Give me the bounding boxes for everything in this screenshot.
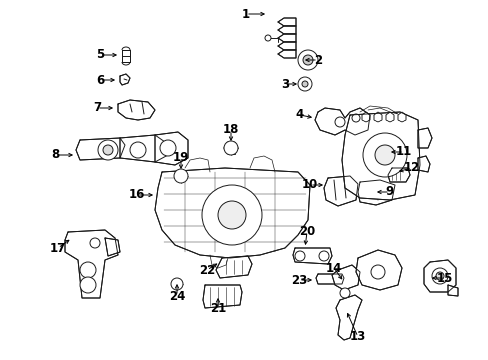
Circle shape [202,185,262,245]
Circle shape [294,251,305,261]
Circle shape [90,238,100,248]
Polygon shape [397,112,405,122]
Polygon shape [324,176,357,206]
Polygon shape [278,42,295,50]
Text: 15: 15 [436,271,452,284]
Polygon shape [118,100,155,120]
Polygon shape [155,132,187,165]
Text: 12: 12 [403,162,419,175]
Circle shape [264,35,270,41]
Polygon shape [120,135,168,162]
Circle shape [98,140,118,160]
Text: 14: 14 [325,261,342,274]
Text: 11: 11 [395,145,411,158]
Circle shape [224,141,238,155]
Polygon shape [423,260,455,292]
Polygon shape [203,285,242,308]
Circle shape [339,288,349,298]
Polygon shape [335,295,361,340]
Polygon shape [65,230,118,298]
Polygon shape [315,274,343,284]
Polygon shape [341,112,419,200]
Circle shape [80,277,96,293]
Circle shape [435,272,443,280]
Text: 7: 7 [93,102,101,114]
Polygon shape [361,112,369,122]
Text: 20: 20 [298,225,314,238]
Text: 22: 22 [199,264,215,276]
Polygon shape [278,18,295,26]
Text: 9: 9 [385,185,393,198]
Text: 2: 2 [313,54,322,67]
Circle shape [171,278,183,290]
Polygon shape [122,50,130,62]
Text: 21: 21 [209,301,225,315]
Circle shape [351,114,359,122]
Circle shape [218,201,245,229]
Polygon shape [292,248,331,264]
Text: 19: 19 [172,152,189,165]
Text: 23: 23 [290,274,306,287]
Polygon shape [278,26,295,34]
Circle shape [303,55,312,65]
Circle shape [334,117,345,127]
Text: 10: 10 [301,179,318,192]
Text: 18: 18 [223,123,239,136]
Polygon shape [373,112,381,122]
Text: 6: 6 [96,73,104,86]
Polygon shape [314,108,369,135]
Circle shape [370,265,384,279]
Polygon shape [385,112,393,122]
Circle shape [318,251,328,261]
Polygon shape [120,74,130,85]
Circle shape [103,145,113,155]
Text: 1: 1 [242,8,249,21]
Circle shape [297,50,317,70]
Polygon shape [155,168,309,258]
Circle shape [130,142,146,158]
Polygon shape [76,138,125,160]
Circle shape [297,77,311,91]
Text: 5: 5 [96,49,104,62]
Polygon shape [357,180,394,205]
Circle shape [302,81,307,87]
Circle shape [80,262,96,278]
Circle shape [362,133,406,177]
Circle shape [431,268,447,284]
Text: 4: 4 [295,108,304,121]
Polygon shape [447,285,457,296]
Polygon shape [387,168,409,182]
Circle shape [374,145,394,165]
Text: 17: 17 [50,242,66,255]
Polygon shape [278,34,295,42]
Circle shape [174,169,187,183]
Text: 16: 16 [128,189,145,202]
Polygon shape [216,256,251,278]
Polygon shape [105,238,120,256]
Polygon shape [417,156,429,172]
Text: 3: 3 [281,77,288,90]
Polygon shape [355,250,401,290]
Polygon shape [417,128,431,148]
Text: 24: 24 [168,289,185,302]
Polygon shape [331,265,359,290]
Text: 8: 8 [51,148,59,162]
Text: 13: 13 [349,330,366,343]
Circle shape [160,140,176,156]
Polygon shape [278,50,295,58]
